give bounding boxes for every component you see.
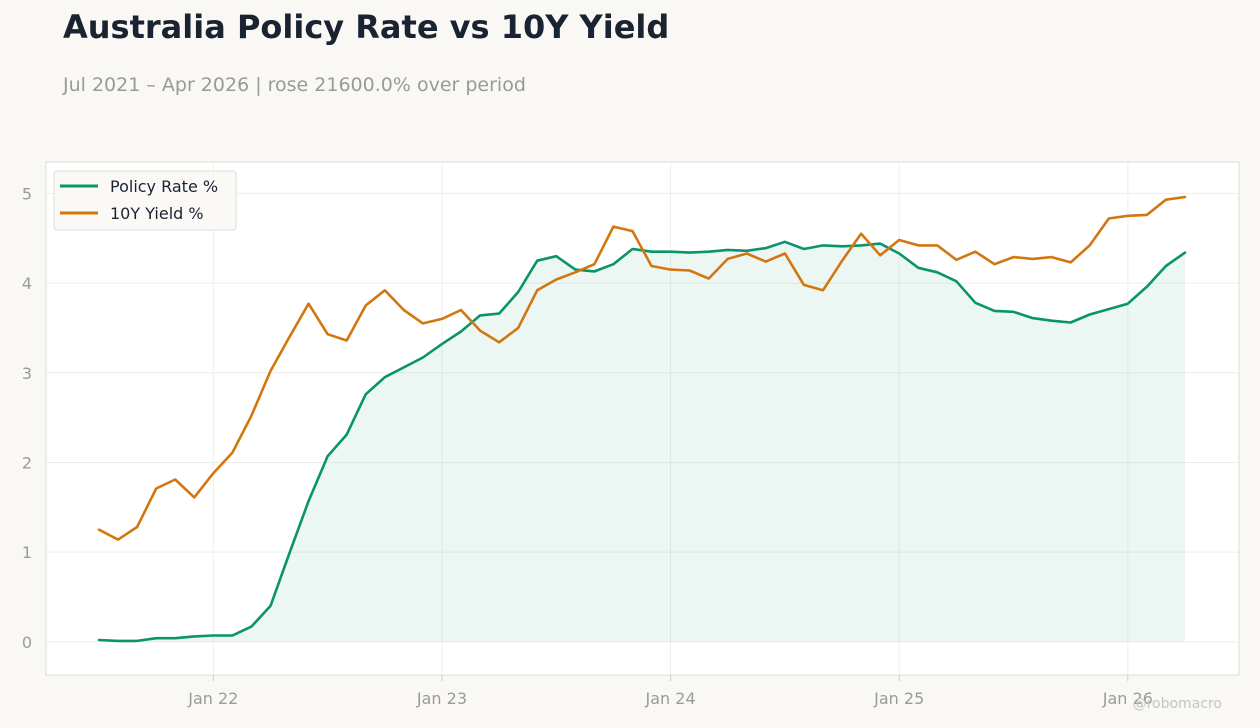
x-tick-label-2023-01: Jan 23: [416, 689, 467, 708]
y-tick-label-2: 2: [22, 453, 32, 472]
y-tick-label-3: 3: [22, 364, 32, 383]
legend: Policy Rate % 10Y Yield %: [53, 170, 237, 231]
legend-label-10y-yield: 10Y Yield %: [110, 204, 204, 223]
chart-title: Australia Policy Rate vs 10Y Yield: [63, 8, 670, 46]
legend-label-policy-rate: Policy Rate %: [110, 177, 218, 196]
y-axis-ticks: 0 1 2 3 4 5: [22, 184, 32, 651]
y-tick-label-1: 1: [22, 543, 32, 562]
x-tick-label-2024-01: Jan 24: [645, 689, 696, 708]
series-area-0: [99, 241, 1185, 642]
y-tick-label-0: 0: [22, 633, 32, 652]
legend-box: [53, 170, 237, 231]
grid-lines: [46, 162, 1239, 675]
y-tick-label-5: 5: [22, 184, 32, 203]
chart-subtitle: Jul 2021 – Apr 2026 | rose 21600.0% over…: [63, 74, 526, 96]
watermark: @robomacro: [1132, 696, 1222, 712]
series-line-1: [97, 195, 1187, 541]
x-tick-label-2025-01: Jan 25: [873, 689, 924, 708]
x-tick-label-2022-01: Jan 22: [187, 689, 238, 708]
x-axis-ticks: Jan 22 Jan 23 Jan 24 Jan 25 Jan 26: [187, 675, 1153, 708]
x-tick-label-2026-01: Jan 26: [1102, 689, 1153, 708]
y-tick-label-4: 4: [22, 274, 32, 293]
series-lines: [97, 195, 1187, 643]
policy-rate-area: [99, 241, 1185, 642]
